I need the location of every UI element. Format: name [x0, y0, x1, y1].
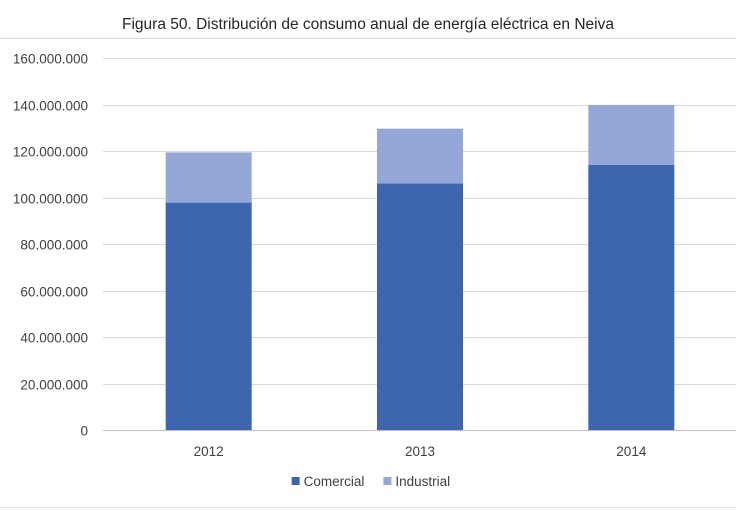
x-tick-label: 2014 — [616, 444, 647, 459]
bar-comercial-2012 — [165, 202, 252, 430]
y-tick-label: 0 — [80, 424, 88, 439]
legend-label-comercial: Comercial — [304, 474, 365, 489]
top-divider — [0, 38, 736, 39]
bar-comercial-2013 — [377, 183, 463, 430]
bar-industrial-2013 — [377, 128, 463, 184]
bar-industrial-2012 — [165, 152, 252, 203]
bottom-divider — [0, 507, 736, 508]
y-tick-label: 160.000.000 — [13, 52, 88, 67]
x-tick-label: 2013 — [405, 444, 435, 459]
y-tick-label: 60.000.000 — [20, 285, 88, 300]
x-tick-label: 2012 — [194, 444, 224, 459]
legend-swatch-comercial — [291, 477, 300, 485]
y-tick-label: 140.000.000 — [13, 99, 88, 114]
bar-comercial-2014 — [588, 164, 675, 430]
chart-title: Figura 50. Distribución de consumo anual… — [122, 16, 614, 33]
y-tick-label: 40.000.000 — [20, 331, 88, 346]
bar-industrial-2014 — [588, 104, 675, 165]
y-tick-label: 100.000.000 — [13, 192, 88, 207]
legend-label-industrial: Industrial — [395, 474, 450, 489]
y-tick-label: 20.000.000 — [20, 378, 88, 393]
y-tick-label: 120.000.000 — [13, 145, 88, 160]
y-tick-label: 80.000.000 — [20, 238, 88, 253]
legend-swatch-industrial — [383, 477, 392, 485]
